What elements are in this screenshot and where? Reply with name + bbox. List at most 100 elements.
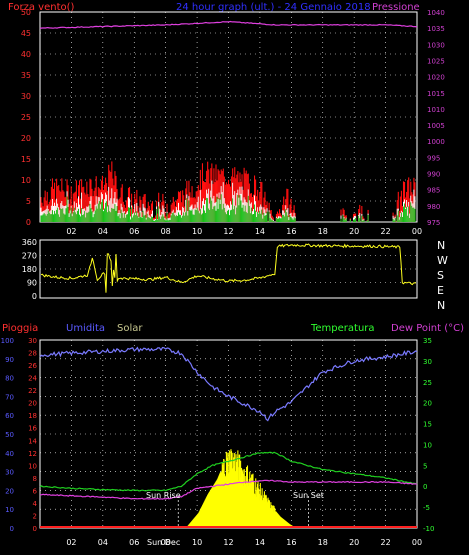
humidity-y-tick-label: 30 [5, 469, 14, 477]
direction-y-tick-label: 270 [22, 252, 37, 261]
wind-y-tick-label: 30 [21, 92, 31, 101]
wind-y-tick-label: 5 [26, 197, 31, 206]
temperature-y-tick-label: 25 [423, 379, 432, 387]
pressure-y-tick-label: 995 [427, 154, 440, 162]
temperature-y-tick-label: 15 [423, 421, 432, 429]
wind-y-tick-label: 10 [21, 176, 31, 185]
humidity-line [39, 346, 418, 422]
rain-y-tick-label: 22 [28, 387, 37, 395]
humidity-label: Umidita [66, 323, 105, 334]
wind-x-tick-label: 22 [380, 227, 390, 236]
temperature-label: Temperatura [310, 323, 375, 334]
pressure-y-tick-label: 985 [427, 187, 440, 195]
wind-x-tick-label: 12 [223, 227, 233, 236]
humidity-y-tick-label: 100 [1, 337, 14, 345]
wind-direction-line [40, 243, 417, 293]
direction-chart: 0 90 180 270 360 [22, 238, 417, 301]
pressure-y-tick-label: 1010 [427, 106, 445, 114]
pressure-y-tick-label: 1005 [427, 122, 445, 130]
wind-y-tick-label: 25 [21, 113, 31, 122]
temperature-y-tick-label: 30 [423, 358, 432, 366]
compass-e: E [437, 284, 444, 297]
climate-x-tick-label: 08 [161, 538, 171, 547]
climate-x-tick-label: 12 [223, 538, 233, 547]
climate-x-tick-label: 22 [380, 538, 390, 547]
rain-y-tick-label: 2 [33, 512, 37, 520]
rain-y-tick-label: 24 [28, 375, 37, 383]
humidity-y-tick-label: 60 [5, 412, 14, 420]
rain-y-tick-label: 16 [28, 425, 37, 433]
humidity-y-tick-label: 10 [5, 506, 14, 514]
climate-x-tick-label: 02 [66, 538, 76, 547]
pressure-title: Pressione [372, 2, 420, 13]
wind-x-tick-label: 10 [192, 227, 202, 236]
pressure-y-tick-label: 990 [427, 171, 440, 179]
sun-rise-label: Sun Rise [146, 491, 181, 500]
rain-label: Pioggia [2, 323, 38, 334]
wind-y-tick-label: 35 [21, 71, 31, 80]
sun-dec-label: Sun Dec [147, 538, 180, 547]
rain-y-tick-label: 6 [33, 487, 38, 495]
wind-x-tick-label: 16 [286, 227, 296, 236]
solar-label: Solar [117, 323, 143, 334]
pressure-y-tick-label: 1030 [427, 41, 445, 49]
temperature-y-tick-label: 35 [423, 337, 432, 345]
humidity-y-tick-label: 20 [5, 487, 14, 495]
rain-y-tick-label: 4 [33, 500, 38, 508]
temperature-y-tick-label: 10 [423, 441, 432, 449]
dewpoint-line [40, 479, 418, 500]
wind-y-tick-label: 15 [21, 155, 31, 164]
pressure-y-tick-label: 1040 [427, 9, 445, 17]
wind-y-tick-label: 50 [21, 8, 31, 17]
wind-x-tick-label: 04 [98, 227, 108, 236]
climate-x-tick-label: 20 [349, 538, 359, 547]
wind-x-tick-label: 14 [255, 227, 265, 236]
rain-y-tick-label: 12 [28, 450, 37, 458]
pressure-y-tick-label: 975 [427, 219, 440, 227]
climate-x-tick-label: 18 [318, 538, 328, 547]
wind-chart: 0 5 10 15 20 25 30 35 40 45 50 975 980 985 990 995 1000 1… [21, 8, 445, 236]
pressure-y-tick-label: 1025 [427, 57, 445, 65]
compass-w: W [437, 254, 448, 267]
temperature-y-tick-label: 5 [423, 462, 427, 470]
rain-y-tick-label: 0 [33, 525, 37, 533]
rain-y-tick-label: 14 [28, 437, 37, 445]
temperature-y-tick-label: -5 [423, 504, 430, 512]
climate-x-tick-label: 04 [98, 538, 108, 547]
climate-x-tick-label: 10 [192, 538, 202, 547]
pressure-y-tick-label: 1020 [427, 74, 445, 82]
wind-y-tick-label: 40 [21, 50, 31, 59]
humidity-y-tick-label: 80 [5, 375, 14, 383]
wind-x-tick-label: 08 [161, 227, 171, 236]
rain-y-tick-label: 30 [28, 337, 37, 345]
climate-x-tick-label: 16 [286, 538, 296, 547]
wind-title: Forza vento() [8, 2, 75, 13]
wind-x-tick-label: 20 [349, 227, 359, 236]
temperature-y-tick-label: 20 [423, 400, 432, 408]
climate-chart: 0102030405060708090100024681012141618202… [1, 337, 435, 547]
rain-y-tick-label: 18 [28, 412, 37, 420]
chart-title: 24 hour graph (ult.) - 24 Gennaio 2018 [176, 2, 371, 13]
sun-set-label: Sun Set [293, 491, 324, 500]
wind-y-tick-label: 45 [21, 29, 31, 38]
temperature-line [39, 451, 418, 492]
direction-y-tick-label: 90 [27, 279, 37, 288]
pressure-line [39, 20, 418, 29]
direction-y-tick-label: 180 [22, 265, 37, 274]
humidity-y-tick-label: 40 [5, 450, 14, 458]
rain-y-tick-label: 8 [33, 475, 37, 483]
wind-x-tick-label: 02 [66, 227, 76, 236]
dewpoint-label: Dew Point (°C) [391, 323, 464, 334]
pressure-y-tick-label: 1000 [427, 138, 445, 146]
direction-y-tick-label: 360 [22, 238, 37, 247]
temperature-y-tick-label: -10 [423, 525, 434, 533]
humidity-y-tick-label: 0 [10, 525, 14, 533]
wind-y-tick-label: 0 [26, 218, 31, 227]
climate-x-tick-label: 06 [129, 538, 139, 547]
wind-x-tick-label: 18 [318, 227, 328, 236]
pressure-y-tick-label: 980 [427, 203, 440, 211]
compass-n-bottom: N [437, 299, 445, 312]
compass-n-top: N [437, 239, 445, 252]
compass-s: S [437, 269, 444, 282]
direction-y-tick-label: 0 [32, 292, 37, 301]
